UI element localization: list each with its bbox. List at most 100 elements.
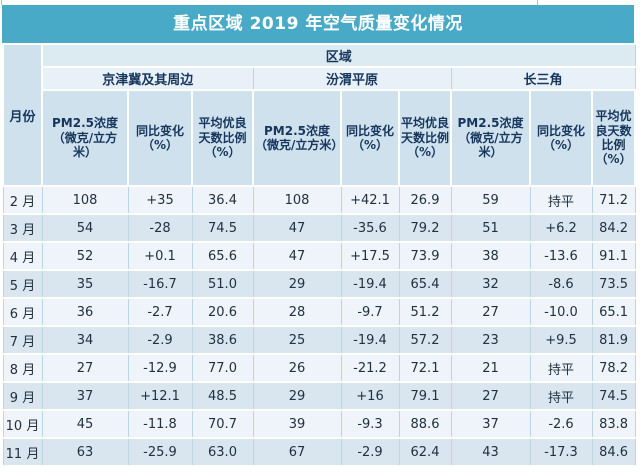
value-cell: 63: [41, 437, 129, 467]
value-cell: -21.2: [340, 353, 400, 383]
region-name-fenwei: 汾渭平原: [252, 66, 452, 91]
value-cell: -2.9: [127, 325, 193, 355]
month-cell: 4 月: [2, 241, 43, 271]
table-row: 9 月 37 +12.1 48.5 29 +16 79.1 27 持平 74.5: [2, 381, 636, 411]
value-cell: 47: [252, 213, 342, 243]
value-cell: 91.1: [591, 241, 636, 271]
metric-header-pm25: PM2.5浓度（微克/立方米）: [450, 89, 531, 187]
value-cell: 21: [450, 353, 531, 383]
region-name-jjj: 京津冀及其周边: [41, 66, 254, 91]
table-row: 2 月 108 +35 36.4 108 +42.1 26.9 59 持平 71.2: [2, 185, 636, 215]
value-cell: 79.2: [398, 213, 452, 243]
value-cell: 63.0: [191, 437, 254, 467]
table-row: 7 月 34 -2.9 38.6 25 -19.4 57.2 23 +9.5 81.9: [2, 325, 636, 355]
gridline-tick: [1, 0, 2, 5]
value-cell: 57.2: [398, 325, 452, 355]
value-cell: 73.5: [591, 269, 636, 299]
metric-header-yoy: 同比变化（%）: [127, 89, 193, 187]
value-cell: -13.6: [529, 241, 593, 271]
value-cell: 29: [252, 269, 342, 299]
top-margin-strip: [0, 0, 640, 5]
value-cell: 43: [450, 437, 531, 467]
value-cell: 108: [252, 185, 342, 215]
value-cell: 84.2: [591, 213, 636, 243]
value-cell: 38: [450, 241, 531, 271]
value-cell: +42.1: [340, 185, 400, 215]
value-cell: -8.6: [529, 269, 593, 299]
value-cell: 27: [450, 381, 531, 411]
value-cell: +9.5: [529, 325, 593, 355]
value-cell: 65.1: [591, 297, 636, 327]
value-cell: 23: [450, 325, 531, 355]
value-cell: 54: [41, 213, 129, 243]
gridline-tick: [537, 0, 538, 5]
value-cell: 70.7: [191, 409, 254, 439]
value-cell: +17.5: [340, 241, 400, 271]
table-row: 10 月 45 -11.8 70.7 39 -9.3 88.6 37 -2.6 83.8: [2, 409, 636, 439]
value-cell: 26: [252, 353, 342, 383]
value-cell: -17.3: [529, 437, 593, 467]
table-row: 8 月 27 -12.9 77.0 26 -21.2 72.1 21 持平 78.2: [2, 353, 636, 383]
value-cell: 77.0: [191, 353, 254, 383]
table-row: 4 月 52 +0.1 65.6 47 +17.5 73.9 38 -13.6 91.1: [2, 241, 636, 271]
value-cell: 32: [450, 269, 531, 299]
month-cell: 7 月: [2, 325, 43, 355]
metric-header-good-days: 平均优良天数比例（%）: [590, 89, 637, 187]
value-cell: 83.8: [591, 409, 636, 439]
value-cell: -16.7: [127, 269, 193, 299]
air-quality-table: 月份 区域 京津冀及其周边 汾渭平原 长三角 PM2.5浓度（微克/立方米） 同…: [2, 43, 637, 467]
value-cell: 72.1: [398, 353, 452, 383]
value-cell: +0.1: [127, 241, 193, 271]
value-cell: 45: [41, 409, 129, 439]
value-cell: 持平: [529, 381, 593, 411]
value-cell: 65.4: [398, 269, 452, 299]
value-cell: 20.6: [191, 297, 254, 327]
metric-header-yoy: 同比变化（%）: [529, 89, 593, 187]
month-cell: 5 月: [2, 269, 43, 299]
table-row: 3 月 54 -28 74.5 47 -35.6 79.2 51 +6.2 84.2: [2, 213, 636, 243]
value-cell: 持平: [529, 353, 593, 383]
value-cell: 36.4: [191, 185, 254, 215]
value-cell: -2.7: [127, 297, 193, 327]
value-cell: 73.9: [398, 241, 452, 271]
value-cell: 持平: [529, 185, 593, 215]
value-cell: 51.2: [398, 297, 452, 327]
value-cell: 67: [252, 437, 342, 467]
value-cell: 88.6: [398, 409, 452, 439]
metric-header-yoy: 同比变化（%）: [340, 89, 400, 187]
region-group-row: 月份 区域: [2, 43, 636, 187]
table-body: 2 月 108 +35 36.4 108 +42.1 26.9 59 持平 71.2 3 月 54 -2…: [2, 185, 636, 467]
value-cell: 34: [41, 325, 129, 355]
month-cell: 2 月: [2, 185, 43, 215]
value-cell: +35: [127, 185, 193, 215]
region-header: 区域: [41, 43, 636, 68]
value-cell: -2.9: [340, 437, 400, 467]
value-cell: 74.5: [191, 213, 254, 243]
value-cell: +12.1: [127, 381, 193, 411]
value-cell: 65.6: [191, 241, 254, 271]
metric-header-good-days: 平均优良天数比例（%）: [191, 89, 254, 187]
value-cell: 62.4: [398, 437, 452, 467]
value-cell: 79.1: [398, 381, 452, 411]
value-cell: -11.8: [127, 409, 193, 439]
value-cell: 35: [41, 269, 129, 299]
value-cell: 84.6: [591, 437, 636, 467]
value-cell: 36: [41, 297, 129, 327]
value-cell: -10.0: [529, 297, 593, 327]
value-cell: 39: [252, 409, 342, 439]
month-cell: 11 月: [2, 437, 43, 467]
value-cell: -19.4: [340, 325, 400, 355]
metric-header-pm25: PM2.5浓度（微克/立方米）: [252, 89, 342, 187]
metric-header-pm25: PM2.5浓度（微克/立方米）: [41, 89, 129, 187]
value-cell: 48.5: [191, 381, 254, 411]
table-row: 5 月 35 -16.7 51.0 29 -19.4 65.4 32 -8.6 73.5: [2, 269, 636, 299]
value-cell: 29: [252, 381, 342, 411]
value-cell: -2.6: [529, 409, 593, 439]
value-cell: 26.9: [398, 185, 452, 215]
month-cell: 9 月: [2, 381, 43, 411]
value-cell: 108: [41, 185, 129, 215]
value-cell: -25.9: [127, 437, 193, 467]
region-name-changsanjiao: 长三角: [450, 66, 636, 91]
value-cell: -12.9: [127, 353, 193, 383]
